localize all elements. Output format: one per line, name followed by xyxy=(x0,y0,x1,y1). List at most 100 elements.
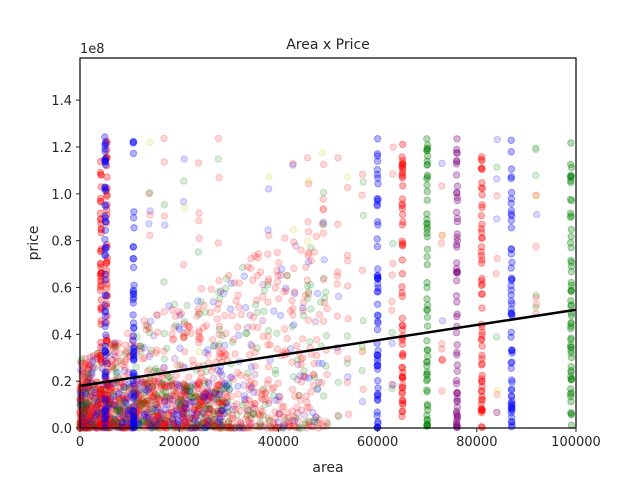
data-point xyxy=(184,396,192,405)
data-point xyxy=(122,414,130,423)
data-point xyxy=(209,298,218,306)
data-point xyxy=(130,415,138,423)
data-point xyxy=(165,302,173,310)
data-point xyxy=(180,387,188,395)
data-point xyxy=(93,408,102,416)
data-point xyxy=(129,416,137,424)
data-point xyxy=(151,390,160,398)
data-point xyxy=(374,271,382,280)
data-point xyxy=(173,380,182,389)
data-point xyxy=(103,420,111,428)
data-point xyxy=(169,336,177,344)
data-point xyxy=(117,357,125,365)
data-point xyxy=(567,244,575,252)
data-point xyxy=(160,355,169,363)
data-point xyxy=(97,393,106,401)
data-point xyxy=(152,401,161,409)
data-point xyxy=(195,348,203,356)
data-point xyxy=(265,173,273,181)
data-point xyxy=(220,423,229,431)
data-point xyxy=(322,288,330,296)
data-point xyxy=(226,373,234,382)
data-point xyxy=(130,224,138,232)
data-point xyxy=(145,324,153,332)
data-point xyxy=(110,401,119,409)
data-point xyxy=(86,416,94,424)
data-point xyxy=(129,418,138,426)
data-point xyxy=(129,332,137,340)
data-point xyxy=(117,420,126,428)
data-point xyxy=(250,388,258,396)
data-point xyxy=(97,419,106,427)
data-point xyxy=(317,298,325,306)
data-point xyxy=(234,323,242,331)
data-point xyxy=(168,382,176,390)
data-point xyxy=(374,419,382,427)
data-point xyxy=(85,416,94,424)
data-point xyxy=(193,409,201,417)
data-point xyxy=(182,394,190,402)
data-point xyxy=(399,140,407,149)
data-point xyxy=(256,412,264,421)
data-point xyxy=(215,173,223,182)
data-point xyxy=(80,409,88,417)
data-point xyxy=(167,378,175,386)
data-point xyxy=(125,407,134,415)
data-point xyxy=(195,380,203,388)
data-point xyxy=(114,422,122,430)
data-point xyxy=(186,383,195,391)
data-point xyxy=(141,423,150,431)
data-point xyxy=(159,379,167,387)
data-point xyxy=(198,386,206,394)
data-point xyxy=(270,307,278,315)
data-point xyxy=(153,391,161,399)
data-point xyxy=(389,170,397,178)
data-point xyxy=(218,331,227,340)
data-point xyxy=(215,348,224,356)
data-point xyxy=(215,330,223,339)
data-point xyxy=(127,416,135,424)
data-point xyxy=(102,284,111,292)
data-point xyxy=(297,360,305,369)
data-point xyxy=(183,405,191,413)
data-point xyxy=(249,403,258,411)
data-point xyxy=(532,145,540,154)
data-point xyxy=(172,321,180,330)
data-point xyxy=(230,279,239,287)
data-point xyxy=(167,406,176,415)
data-point xyxy=(290,289,299,298)
data-point xyxy=(358,366,366,375)
data-point xyxy=(128,414,137,423)
data-point xyxy=(96,410,104,418)
data-point xyxy=(105,400,113,408)
data-point xyxy=(102,412,110,420)
data-point xyxy=(150,332,158,340)
data-point xyxy=(309,381,318,389)
x-tick-label: 20000 xyxy=(159,435,200,450)
data-point xyxy=(374,221,382,229)
data-point xyxy=(163,400,172,409)
data-point xyxy=(141,413,149,421)
data-point xyxy=(423,362,431,370)
data-point xyxy=(199,392,207,400)
data-point xyxy=(122,349,130,358)
data-point xyxy=(398,200,406,208)
data-point xyxy=(320,294,329,302)
data-point xyxy=(195,394,203,403)
data-point xyxy=(150,418,158,426)
data-point xyxy=(129,337,137,345)
data-point xyxy=(153,346,161,354)
data-point xyxy=(117,397,125,405)
data-point xyxy=(310,418,318,426)
data-point xyxy=(183,414,191,422)
data-point xyxy=(241,415,250,424)
data-point xyxy=(114,413,123,421)
data-point xyxy=(343,251,352,260)
data-point xyxy=(453,389,461,397)
data-point xyxy=(264,298,272,306)
data-point xyxy=(205,409,213,417)
data-point xyxy=(180,384,188,392)
data-point xyxy=(258,407,267,416)
data-point xyxy=(248,383,256,391)
data-point xyxy=(101,157,109,166)
